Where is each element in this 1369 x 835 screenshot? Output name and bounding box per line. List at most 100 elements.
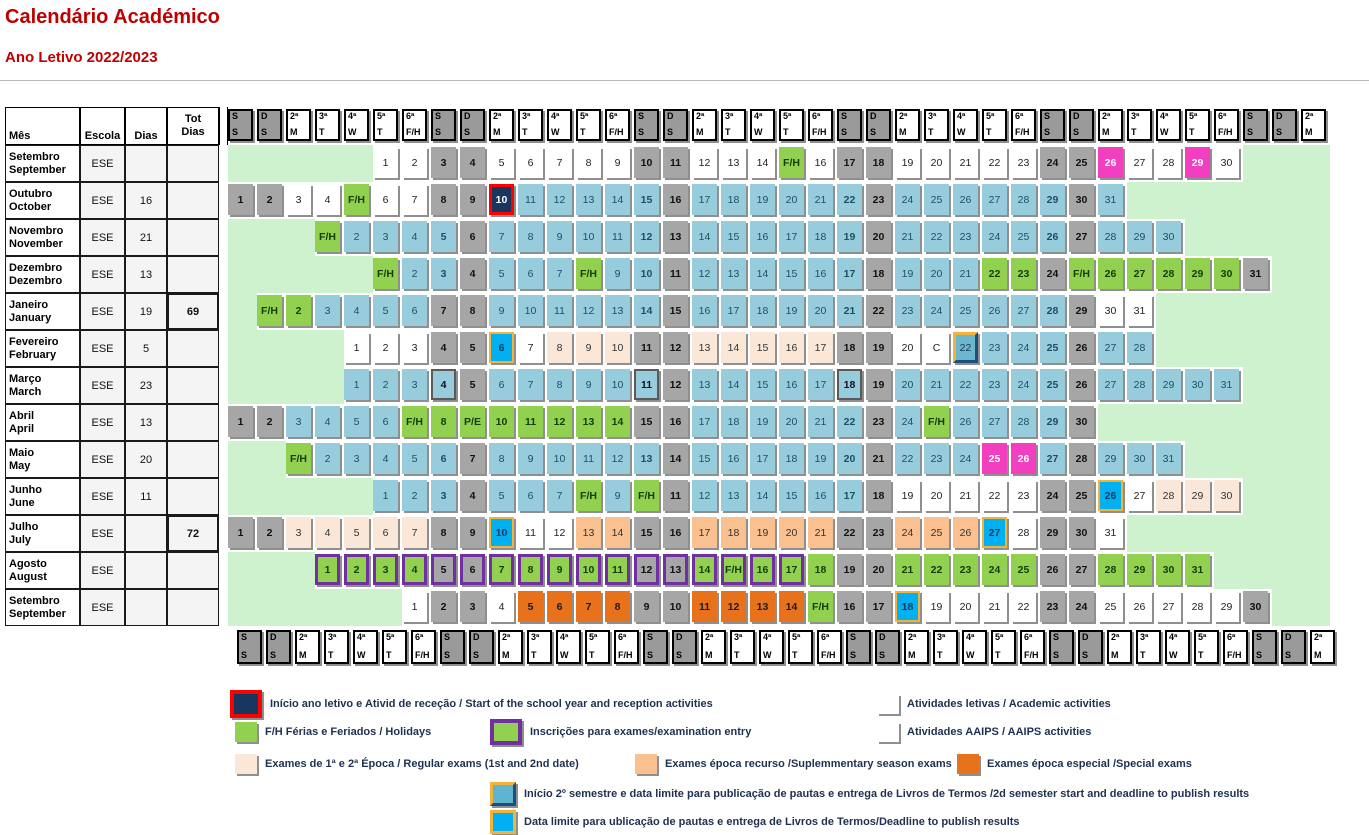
day-cell-value: 10 — [489, 517, 514, 548]
day-cell-value: 14 — [721, 332, 746, 363]
weekday-label-pt: D — [261, 111, 268, 121]
tot-dias-value — [167, 330, 219, 367]
day-cell: 18 — [750, 293, 779, 330]
day-cell: 25 — [924, 515, 953, 552]
day-cell-value: 28 — [1098, 554, 1123, 585]
day-cell: 11 — [663, 478, 692, 515]
day-cell-value: 6 — [373, 517, 398, 548]
escola-value: ESE — [80, 404, 125, 441]
day-cell: 16 — [837, 589, 866, 626]
day-cell: 29 — [1214, 589, 1243, 626]
day-cell-value: 8 — [547, 332, 572, 363]
dias-value — [125, 589, 167, 626]
day-cell-value: 17 — [721, 295, 746, 326]
day-cell: 4 — [373, 441, 402, 478]
day-cell-value: 16 — [779, 369, 804, 400]
day-cell: 18 — [837, 367, 866, 404]
day-cell-value: F/H — [808, 591, 833, 622]
day-cell-value: 22 — [837, 517, 862, 548]
weekday-label-pt: 2ª — [705, 632, 714, 642]
day-cell-value: 6 — [489, 332, 514, 363]
weekday-label-pt: D — [1082, 632, 1089, 642]
day-cell: 24 — [895, 515, 924, 552]
day-cell: 15 — [779, 478, 808, 515]
day-cell-value: 8 — [518, 554, 543, 585]
day-cell: 3 — [431, 145, 460, 182]
day-cell: 1 — [228, 404, 257, 441]
day-cell: 23 — [1011, 256, 1040, 293]
weekday-label-pt: 2ª — [502, 632, 511, 642]
day-cell: 3 — [344, 441, 373, 478]
row-gap — [219, 256, 228, 293]
day-cell: 3 — [460, 589, 489, 626]
weekday-label-en: W — [551, 127, 560, 138]
day-cell-value: 10 — [489, 184, 514, 215]
month-name-en: April — [9, 422, 35, 435]
row-gap — [219, 478, 228, 515]
weekday-cell: 4ª W — [1156, 107, 1185, 145]
day-cell-value: 24 — [1040, 258, 1065, 289]
day-cell-value: 28 — [1011, 517, 1036, 548]
weekday-label-pt: S — [1053, 632, 1060, 642]
weekday-label-en: S — [1044, 127, 1051, 138]
day-cell: 14 — [750, 478, 779, 515]
dias-value — [125, 515, 167, 552]
filler-block — [1127, 182, 1330, 219]
day-cell-value: 18 — [721, 184, 746, 215]
day-cell: 6 — [431, 441, 460, 478]
weekday-label-pt: 4ª — [1160, 111, 1169, 121]
day-cell: 30 — [1069, 182, 1098, 219]
weekday-cell: 2ª M — [1107, 628, 1136, 668]
day-cell: 2 — [315, 441, 344, 478]
weekday-label-en: T — [531, 650, 537, 661]
day-cell: 13 — [750, 589, 779, 626]
day-cell-value: 12 — [721, 591, 746, 622]
day-cell-value: 14 — [605, 406, 630, 437]
day-cell-value: 29 — [1069, 295, 1094, 326]
month-name-cell: Abril April — [5, 404, 80, 441]
day-cell-value: 21 — [808, 517, 833, 548]
day-cell: C — [924, 330, 953, 367]
weekday-label-en: W — [560, 650, 569, 661]
day-cell-value: 22 — [924, 221, 949, 252]
month-row: Fevereiro February ESE 5 1 2 3 4 5 6 7 8 9 10 11 12 13 14… — [5, 330, 1335, 367]
weekday-label-pt: S — [444, 632, 451, 642]
day-cell: 4 — [402, 219, 431, 256]
day-cell: 2 — [431, 589, 460, 626]
month-row: Setembro September ESE 1 2 3 4 5 6 7 8 9 10 11 12 13 14 F… — [5, 145, 1335, 182]
row-gap — [219, 330, 228, 367]
day-cell-value: 26 — [1127, 591, 1152, 622]
day-cell-value: 26 — [1069, 332, 1094, 363]
day-cell: 6 — [373, 182, 402, 219]
day-cell-value: 9 — [605, 147, 630, 178]
day-cell: 18 — [721, 515, 750, 552]
day-cell: 19 — [837, 219, 866, 256]
day-cell: 24 — [1040, 478, 1069, 515]
day-cell: 30 — [1069, 515, 1098, 552]
day-cell-value: 1 — [228, 517, 253, 548]
weekday-label-pt: 2ª — [299, 632, 308, 642]
weekday-cell-box: 4ª W — [353, 630, 378, 664]
day-cell-value: 23 — [1011, 258, 1036, 289]
month-name-pt: Dezembro — [9, 261, 63, 274]
weekday-cell-box: 3ª T — [924, 109, 949, 141]
day-cell-value: 9 — [489, 295, 514, 326]
day-cell-value: 12 — [547, 517, 572, 548]
day-cell-value: 10 — [634, 147, 659, 178]
day-cell-value: 4 — [402, 221, 427, 252]
dias-value: 21 — [125, 219, 167, 256]
day-cell: 29 — [1127, 219, 1156, 256]
day-cell-value: 26 — [953, 406, 978, 437]
day-cell-value: 13 — [692, 369, 717, 400]
weekday-cell-box: 3ª T — [1136, 630, 1161, 664]
day-cell: 9 — [576, 367, 605, 404]
day-cell-value: 27 — [1127, 480, 1152, 511]
day-cell-value: 19 — [895, 147, 920, 178]
escola-value: ESE — [80, 515, 125, 552]
day-cell-value: 21 — [895, 221, 920, 252]
weekday-label-pt: 5ª — [377, 111, 386, 121]
